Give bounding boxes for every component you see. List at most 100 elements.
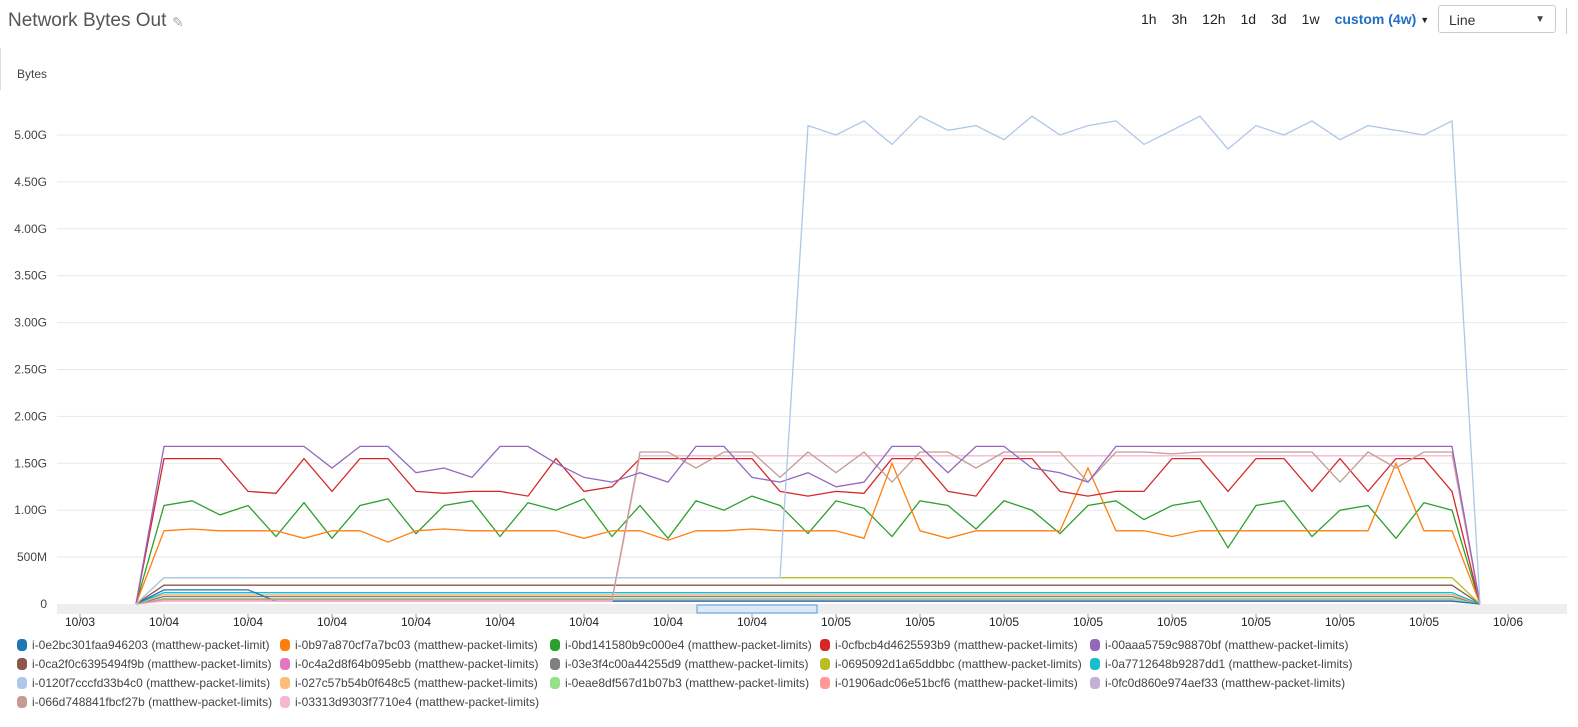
x-tick-label: 10/06 (1493, 615, 1523, 629)
legend-swatch (550, 639, 560, 651)
period-12h[interactable]: 12h (1202, 11, 1226, 27)
series-line (135, 592, 1481, 605)
period-1h[interactable]: 1h (1141, 11, 1157, 27)
x-tick-label: 10/03 (65, 615, 95, 629)
chart-type-select[interactable]: Line ▼ (1438, 5, 1556, 33)
legend-swatch (17, 677, 27, 689)
legend-item[interactable]: i-03e3f4c00a44255d9 (matthew-packet-limi… (550, 657, 820, 671)
legend-item[interactable]: i-00aaa5759c98870bf (matthew-packet-limi… (1090, 638, 1360, 652)
legend-item[interactable]: i-0ca2f0c6395494f9b (matthew-packet-limi… (17, 657, 280, 671)
y-tick-label: 5.00G (14, 128, 47, 142)
x-tick-label: 10/04 (401, 615, 431, 629)
legend-item[interactable]: i-0bd141580b9c000e4 (matthew-packet-limi… (550, 638, 820, 652)
legend-label: i-027c57b54b0f648c5 (matthew-packet-limi… (295, 676, 538, 690)
legend-swatch (820, 658, 830, 670)
caret-down-icon[interactable]: ▼ (1420, 15, 1430, 25)
period-1w[interactable]: 1w (1301, 11, 1320, 27)
x-tick-label: 10/05 (821, 615, 851, 629)
y-tick-label: 1.50G (14, 456, 47, 470)
y-tick-label: 500M (17, 550, 47, 564)
legend-item[interactable]: i-027c57b54b0f648c5 (matthew-packet-limi… (280, 676, 550, 690)
legend-label: i-0e2bc301faa946203 (matthew-packet-limi… (32, 638, 270, 652)
legend-label: i-0ca2f0c6395494f9b (matthew-packet-limi… (32, 657, 272, 671)
scrubber-selection (696, 604, 818, 614)
x-tick-label: 10/04 (569, 615, 599, 629)
x-tick-label: 10/05 (989, 615, 1019, 629)
x-tick-label: 10/05 (1409, 615, 1439, 629)
series-line (135, 455, 1481, 605)
x-tick-label: 10/05 (1073, 615, 1103, 629)
legend-label: i-0695092d1a65ddbbc (matthew-packet-limi… (835, 657, 1082, 671)
series-line (135, 451, 1481, 605)
legend-swatch (820, 677, 830, 689)
legend-item[interactable]: i-0695092d1a65ddbbc (matthew-packet-limi… (820, 657, 1090, 671)
series-line (135, 115, 1481, 605)
x-tick-label: 10/04 (653, 615, 683, 629)
chevron-down-icon: ▼ (1535, 14, 1545, 25)
legend-item[interactable]: i-0b97a870cf7a7bc03 (matthew-packet-limi… (280, 638, 550, 652)
legend-label: i-0cfbcb4d4625593b9 (matthew-packet-limi… (835, 638, 1078, 652)
series-line (135, 597, 1481, 605)
y-tick-label: 0 (40, 597, 47, 611)
legend-swatch (550, 677, 560, 689)
period-selector: 1h 3h 12h 1d 3d 1w custom (4w) ▼ (1141, 11, 1444, 27)
y-tick-label: 1.00G (14, 503, 47, 517)
legend-label: i-0bd141580b9c000e4 (matthew-packet-limi… (565, 638, 812, 652)
line-chart: 0 500M 1.00G 1.50G 2.00G 2.50G 3.00G 3.50G 4.00G… (14, 115, 1567, 629)
x-tick-label: 10/05 (1325, 615, 1355, 629)
y-tick-label: 2.00G (14, 409, 47, 423)
legend-swatch (550, 658, 560, 670)
x-tick-label: 10/04 (233, 615, 263, 629)
chart-title: Network Bytes Out (8, 10, 167, 31)
series-line (135, 593, 1481, 605)
y-tick-label: 4.50G (14, 175, 47, 189)
x-tick-label: 10/05 (1157, 615, 1187, 629)
period-1d[interactable]: 1d (1240, 11, 1257, 27)
legend-swatch (1090, 658, 1100, 670)
legend-swatch (17, 639, 27, 651)
legend-label: i-00aaa5759c98870bf (matthew-packet-limi… (1105, 638, 1349, 652)
legend-label: i-0fc0d860e974aef33 (matthew-packet-limi… (1105, 676, 1346, 690)
legend-item[interactable]: i-0a7712648b9287dd1 (matthew-packet-limi… (1090, 657, 1360, 671)
legend-item[interactable]: i-066d748841fbcf27b (matthew-packet-limi… (17, 695, 280, 709)
legend-label: i-01906adc06e51bcf6 (matthew-packet-limi… (835, 676, 1078, 690)
series-line (135, 445, 1481, 605)
x-tick-label: 10/04 (737, 615, 767, 629)
legend-swatch (17, 696, 27, 708)
legend-label: i-066d748841fbcf27b (matthew-packet-limi… (32, 695, 273, 709)
legend-item[interactable]: i-0cfbcb4d4625593b9 (matthew-packet-limi… (820, 638, 1090, 652)
legend-item[interactable]: i-0c4a2d8f64b095ebb (matthew-packet-limi… (280, 657, 550, 671)
x-tick-label: 10/05 (1241, 615, 1271, 629)
period-3d[interactable]: 3d (1271, 11, 1287, 27)
legend-swatch (280, 677, 290, 689)
legend-label: i-0c4a2d8f64b095ebb (matthew-packet-limi… (295, 657, 539, 671)
series-line (135, 457, 1481, 605)
legend-swatch (1090, 639, 1100, 651)
series-line (135, 584, 1481, 605)
legend-label: i-03e3f4c00a44255d9 (matthew-packet-limi… (565, 657, 809, 671)
pencil-icon[interactable]: ✎ (172, 14, 184, 30)
legend-item[interactable]: i-03313d9303f7710e4 (matthew-packet-limi… (280, 695, 550, 709)
legend: i-0e2bc301faa946203 (matthew-packet-limi… (17, 638, 1360, 709)
x-tick-label: 10/04 (149, 615, 179, 629)
legend-item[interactable]: i-0120f7cccfd33b4c0 (matthew-packet-limi… (17, 676, 280, 690)
period-custom[interactable]: custom (4w) (1334, 11, 1417, 27)
legend-swatch (17, 658, 27, 670)
legend-item[interactable]: i-0e2bc301faa946203 (matthew-packet-limi… (17, 638, 280, 652)
legend-item[interactable]: i-0fc0d860e974aef33 (matthew-packet-limi… (1090, 676, 1360, 690)
legend-label: i-0a7712648b9287dd1 (matthew-packet-limi… (1105, 657, 1353, 671)
legend-item[interactable]: i-0eae8df567d1b07b3 (matthew-packet-limi… (550, 676, 820, 690)
series-line (135, 595, 1481, 605)
series-line (135, 461, 1481, 605)
legend-swatch (1090, 677, 1100, 689)
y-tick-label: 3.00G (14, 316, 47, 330)
period-3h[interactable]: 3h (1171, 11, 1188, 27)
y-tick-label: 2.50G (14, 363, 47, 377)
legend-item[interactable]: i-01906adc06e51bcf6 (matthew-packet-limi… (820, 676, 1090, 690)
series-line (135, 599, 1481, 605)
right-panel-edge (1566, 8, 1569, 34)
legend-label: i-03313d9303f7710e4 (matthew-packet-limi… (295, 695, 540, 709)
legend-label: i-0b97a870cf7a7bc03 (matthew-packet-limi… (295, 638, 538, 652)
y-tick-label: 3.50G (14, 269, 47, 283)
legend-label: i-0120f7cccfd33b4c0 (matthew-packet-limi… (32, 676, 271, 690)
